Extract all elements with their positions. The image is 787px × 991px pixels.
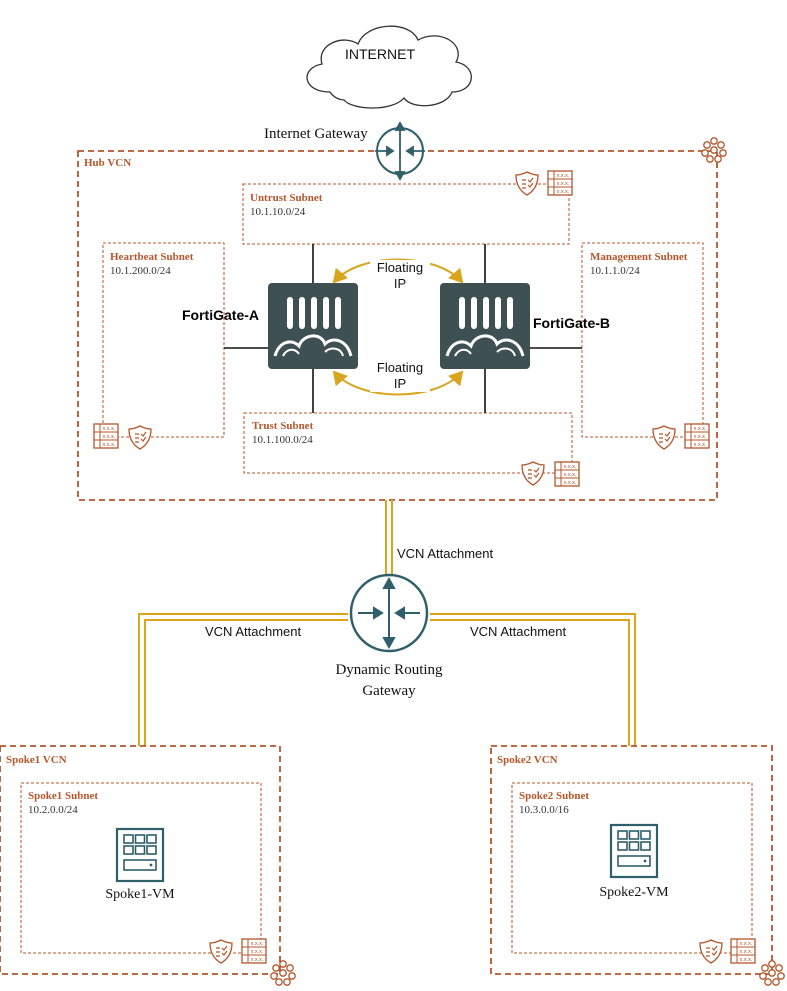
- spoke2-vm-label: Spoke2-VM: [599, 885, 669, 900]
- management-subnet-cidr: 10.1.1.0/24: [590, 265, 640, 277]
- gateway-arrows-icon: [375, 121, 425, 181]
- heartbeat-subnet-boundary: [102, 242, 225, 438]
- floating-ip-top-arrow: [332, 258, 464, 284]
- spoke2-vm-icon: [609, 823, 659, 879]
- fortigate-a-label: FortiGate-A: [182, 307, 259, 323]
- floating-ip-bottom-arrow: [332, 370, 464, 396]
- hub-vcn-icon: [701, 137, 727, 163]
- spoke1-subnet-boundary: [20, 782, 262, 954]
- untrust-subnet-cidr: 10.1.10.0/24: [250, 206, 306, 218]
- untrust-security-list-icon: [515, 171, 539, 196]
- vcn-attachment-lines: [138, 500, 636, 746]
- spoke2-vcn-title: Spoke2 VCN: [497, 754, 558, 766]
- hub-vcn-title: Hub VCN: [84, 157, 132, 169]
- untrust-subnet-boundary: [242, 183, 570, 245]
- spoke2-subnet-boundary: [511, 782, 753, 954]
- trust-subnet-boundary: [243, 412, 573, 474]
- fortigate-interface-links: [224, 244, 582, 413]
- hub-vcn-boundary: [77, 150, 718, 501]
- floating-ip-top-label: Floating IP: [370, 260, 430, 292]
- trust-subnet-cidr: 10.1.100.0/24: [252, 434, 313, 446]
- management-security-list-icon: [652, 425, 676, 450]
- spoke1-vcn-title: Spoke1 VCN: [6, 754, 67, 766]
- spoke1-security-list-icon: [209, 939, 233, 964]
- spoke1-vm-label: Spoke1-VM: [105, 887, 175, 902]
- spoke1-subnet-cidr: 10.2.0.0/24: [28, 804, 78, 816]
- spoke2-vcn-boundary: [490, 745, 773, 975]
- trust-security-list-icon: [521, 461, 545, 486]
- internet-gateway-label: Internet Gateway: [264, 126, 368, 142]
- trust-subnet-title: Trust Subnet: [252, 420, 314, 432]
- trust-route-table-icon: [554, 461, 580, 487]
- management-route-table-icon: [684, 423, 710, 449]
- heartbeat-route-table-icon: [93, 423, 119, 449]
- heartbeat-subnet-cidr: 10.1.200.0/24: [110, 265, 171, 277]
- fortigate-b-icon: [438, 281, 532, 371]
- spoke1-route-table-icon: [241, 938, 267, 964]
- spoke2-route-table-icon: [730, 938, 756, 964]
- spoke2-vcn-icon: [759, 960, 785, 986]
- spoke1-attachment-label: VCN Attachment: [203, 624, 304, 639]
- spoke2-attachment-label: VCN Attachment: [468, 624, 569, 639]
- spoke1-vm-icon: [115, 827, 165, 883]
- spoke2-subnet-cidr: 10.3.0.0/16: [519, 804, 569, 816]
- heartbeat-security-list-icon: [128, 425, 152, 450]
- spoke1-subnet-title: Spoke1 Subnet: [28, 790, 99, 802]
- internet-cloud-icon: [306, 25, 472, 109]
- spoke1-vcn-boundary: [0, 745, 281, 975]
- drg-label: Dynamic Routing Gateway: [335, 662, 443, 699]
- heartbeat-subnet-title: Heartbeat Subnet: [110, 251, 194, 263]
- management-subnet-boundary: [581, 242, 704, 438]
- spoke2-subnet-title: Spoke2 Subnet: [519, 790, 590, 802]
- spoke1-vcn-icon: [270, 960, 296, 986]
- fortigate-a-icon: [266, 281, 360, 371]
- drg-arrows-icon: [358, 576, 420, 650]
- spoke2-security-list-icon: [699, 939, 723, 964]
- untrust-subnet-title: Untrust Subnet: [250, 192, 323, 204]
- fortigate-b-label: FortiGate-B: [533, 315, 610, 331]
- untrust-route-table-icon: [547, 170, 573, 196]
- management-subnet-title: Management Subnet: [590, 251, 688, 263]
- internet-label: INTERNET: [345, 46, 415, 62]
- hub-attachment-label: VCN Attachment: [395, 546, 496, 561]
- floating-ip-bottom-label: Floating IP: [370, 360, 430, 392]
